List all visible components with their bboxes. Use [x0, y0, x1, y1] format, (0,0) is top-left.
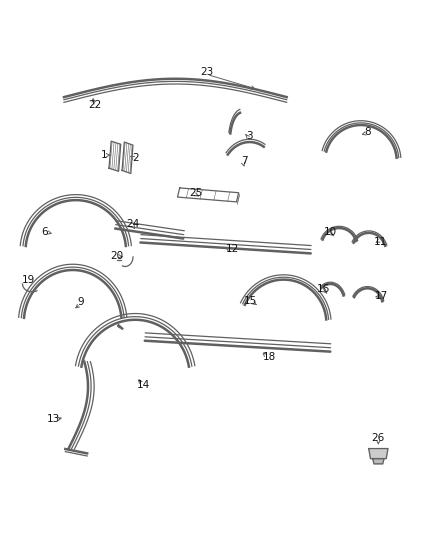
Text: 22: 22 — [88, 100, 101, 110]
Text: 13: 13 — [46, 414, 60, 424]
Text: 24: 24 — [126, 219, 139, 229]
Text: 26: 26 — [372, 433, 385, 442]
Polygon shape — [373, 458, 384, 464]
Polygon shape — [369, 449, 388, 458]
Text: 1: 1 — [101, 150, 108, 160]
Text: 3: 3 — [246, 131, 253, 141]
Text: 19: 19 — [21, 276, 35, 286]
Text: 14: 14 — [137, 380, 151, 390]
Text: 2: 2 — [133, 153, 139, 163]
Text: 6: 6 — [41, 228, 48, 237]
Text: 16: 16 — [317, 284, 330, 294]
Text: 18: 18 — [263, 352, 276, 362]
Text: 8: 8 — [364, 127, 371, 137]
Text: 20: 20 — [110, 252, 123, 262]
Text: 7: 7 — [241, 156, 247, 166]
Text: 10: 10 — [324, 228, 337, 237]
Text: 25: 25 — [190, 188, 203, 198]
Text: 11: 11 — [374, 237, 387, 247]
Text: 17: 17 — [375, 291, 388, 301]
Text: 23: 23 — [200, 67, 213, 77]
Text: 12: 12 — [226, 244, 239, 254]
Text: 15: 15 — [244, 296, 257, 306]
Text: 9: 9 — [77, 297, 84, 308]
